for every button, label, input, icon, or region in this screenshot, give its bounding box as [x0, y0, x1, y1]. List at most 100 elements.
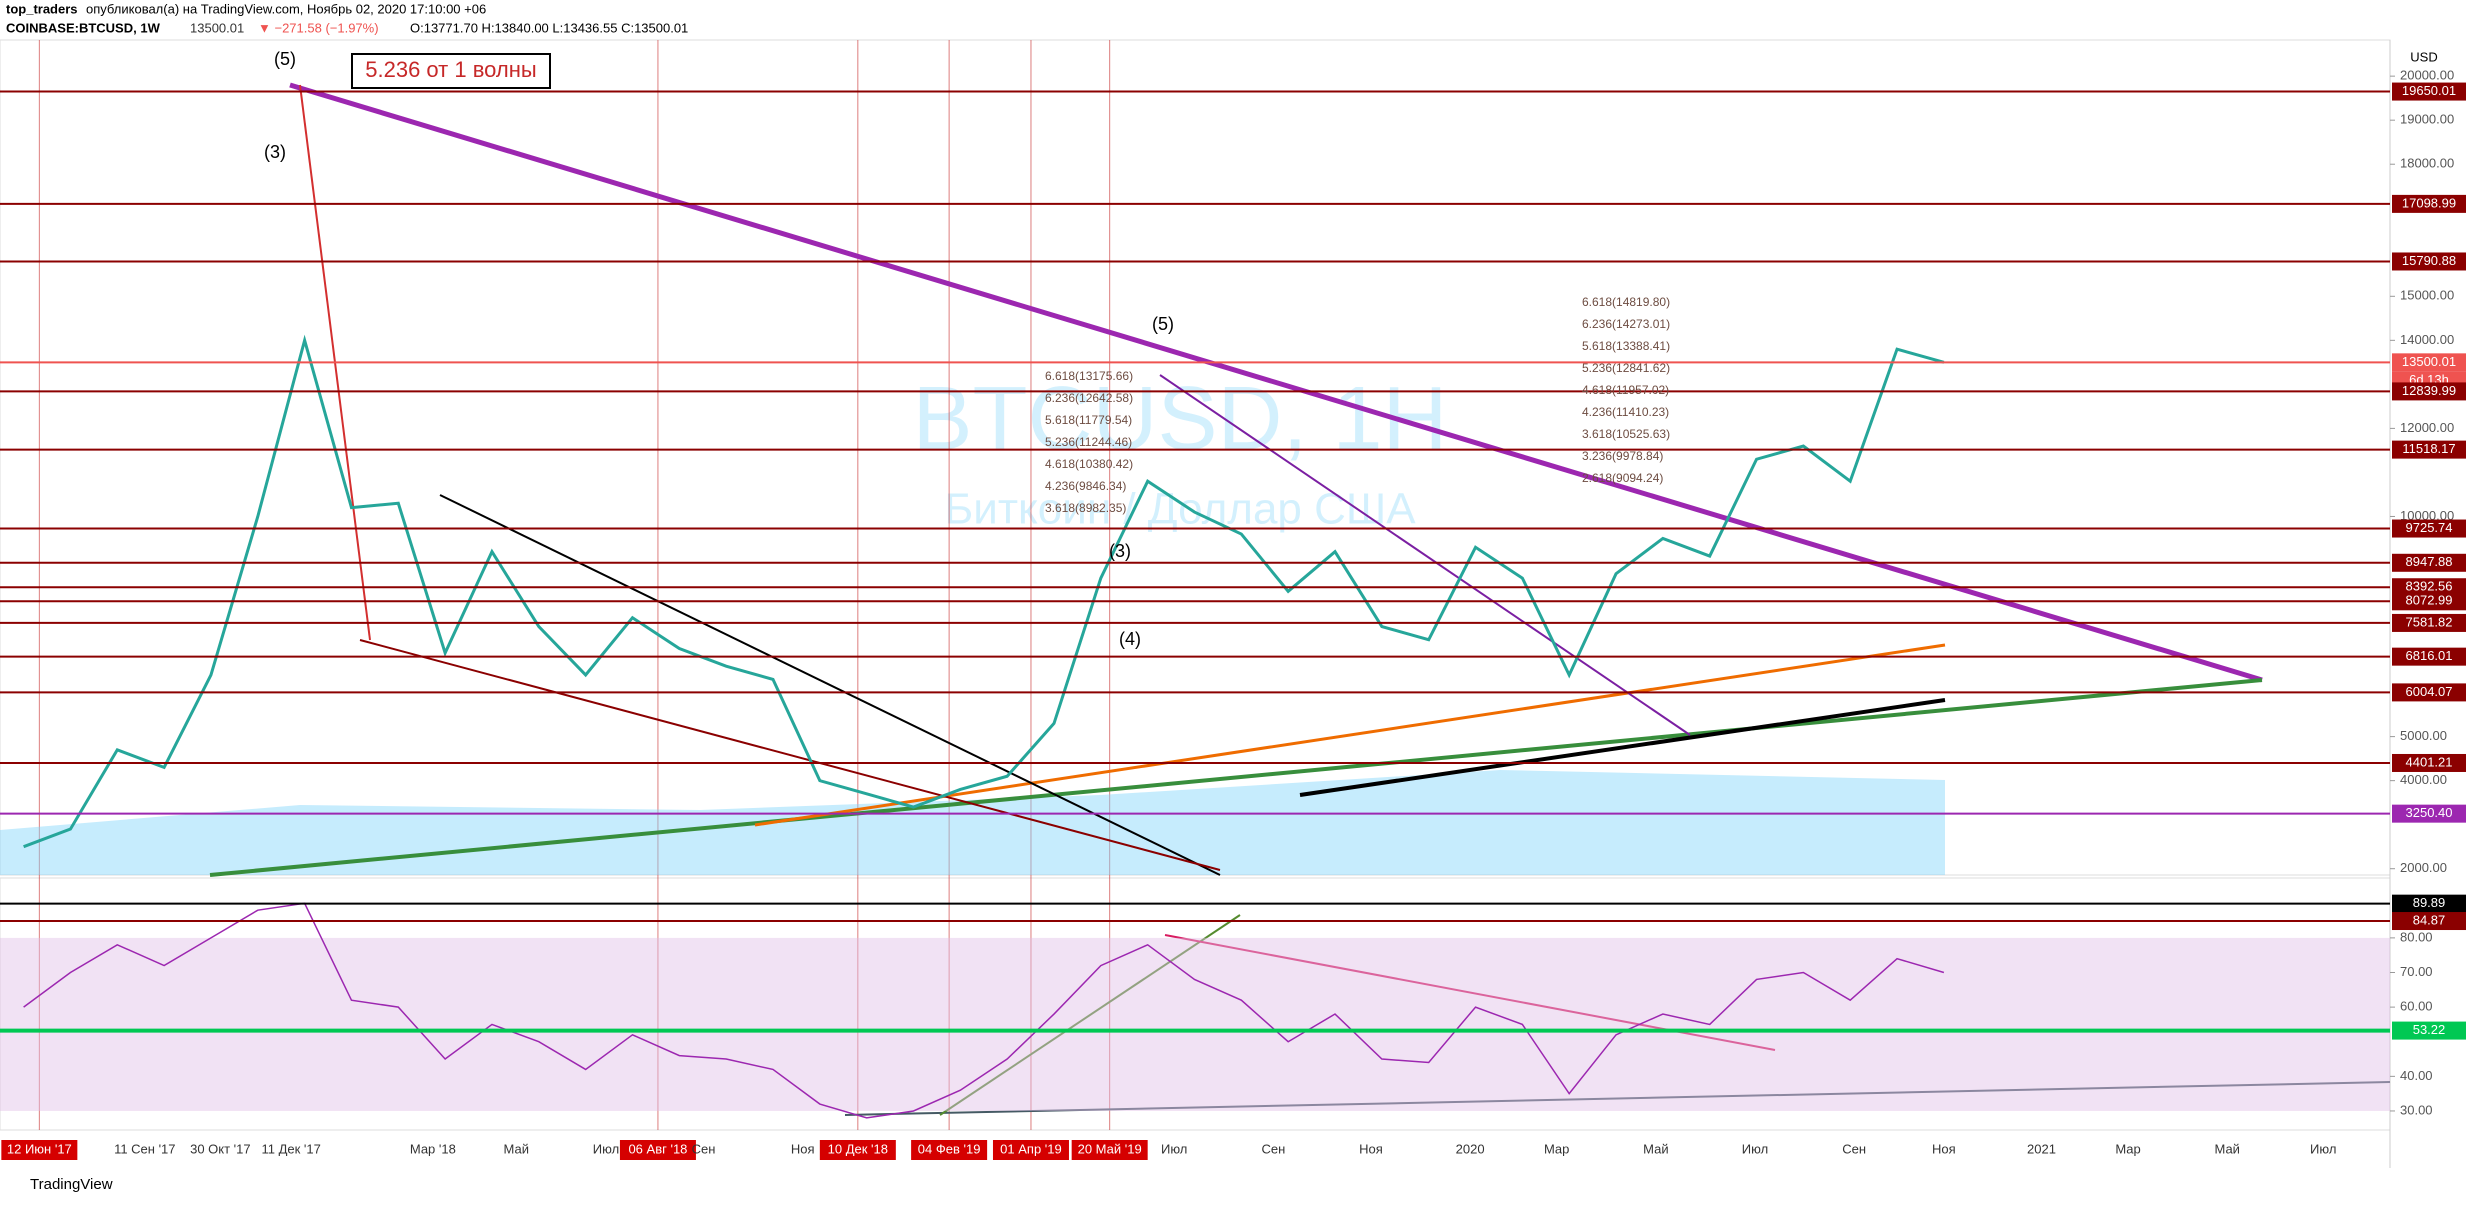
fib-label: 5.618(11779.54) [1045, 413, 1132, 427]
level-label-box [2392, 1021, 2466, 1040]
price-line [23, 334, 1945, 849]
time-label: Июл [2310, 1141, 2336, 1156]
trend-line [289, 82, 2263, 683]
y-tick-label: 4000.00 [2400, 772, 2447, 787]
level-label: 12839.99 [2402, 383, 2456, 398]
wave-label: (4) [1119, 629, 1141, 649]
fib-label: 5.236(11244.46) [1045, 435, 1132, 449]
fib-label: 6.236(14273.01) [1582, 317, 1670, 331]
level-label: 17098.99 [2402, 195, 2456, 210]
fib-label: 6.236(12642.58) [1045, 391, 1133, 405]
fib-label: 6.618(14819.80) [1582, 295, 1670, 309]
y-tick-label: 70.00 [2400, 964, 2433, 979]
wave-label: (3) [1109, 541, 1131, 561]
y-tick-label: 5000.00 [2400, 728, 2447, 743]
time-label-box [1071, 1140, 1148, 1160]
time-label: 11 Дек '17 [261, 1141, 320, 1156]
time-label: Мар '18 [410, 1141, 456, 1156]
level-label-box [2392, 194, 2466, 213]
fib-label: 5.618(13388.41) [1582, 339, 1670, 353]
fib-label: 4.236(9846.34) [1045, 479, 1126, 493]
y-tick-label: 80.00 [2400, 929, 2433, 944]
level-label: 13500.01 [2402, 354, 2456, 369]
level-label-box [2392, 553, 2466, 572]
y-tick-label: 15000.00 [2400, 288, 2454, 303]
level-label: 8392.56 [2406, 579, 2453, 594]
y-tick-label: 60.00 [2400, 999, 2433, 1014]
level-label-box [2392, 804, 2466, 823]
time-label: Июл [593, 1141, 619, 1156]
level-label: 8947.88 [2406, 554, 2453, 569]
published: опубликовал(а) на TradingView.com, Ноябр… [86, 1, 486, 16]
annotation: 5.236 от 1 волны [365, 57, 536, 82]
level-label-box [2392, 894, 2466, 913]
fib-label: 2.618(9094.24) [1582, 471, 1663, 485]
wave-label: (5) [1152, 314, 1174, 334]
footer-bg [0, 1168, 2468, 1203]
y-tick-label: 12000.00 [2400, 420, 2454, 435]
wave-label: (5) [274, 49, 296, 69]
fib-label: 3.618(10525.63) [1582, 427, 1670, 441]
time-label: Июл [1742, 1141, 1768, 1156]
y-tick-label: 19000.00 [2400, 112, 2454, 127]
level-label: 7581.82 [2406, 614, 2453, 629]
level-label: 15790.88 [2402, 253, 2456, 268]
fib-label: 4.236(11410.23) [1582, 405, 1669, 419]
watermark-description: Биткоин / Доллар США [944, 485, 1416, 534]
level-label-box [2392, 382, 2466, 401]
level-label: 6816.01 [2406, 648, 2453, 663]
level-label-box [2392, 353, 2466, 372]
time-label: Сен [692, 1141, 716, 1156]
trend-line [439, 494, 1221, 876]
time-label: Июл [1161, 1141, 1187, 1156]
time-label: 2021 [2027, 1141, 2056, 1156]
trend-line [754, 643, 1946, 827]
time-label-box [1, 1140, 78, 1160]
level-label-box [2392, 519, 2466, 538]
level-label: 9725.74 [2406, 520, 2453, 535]
y-tick-label: 20000.00 [2400, 68, 2454, 83]
time-label: Мар [2115, 1141, 2140, 1156]
fib-label: 4.618(10380.42) [1045, 457, 1133, 471]
level-label: 6004.07 [2406, 684, 2453, 699]
y-tick-label: 30.00 [2400, 1102, 2433, 1117]
wave-label: (3) [264, 142, 286, 162]
level-label-box [2392, 912, 2466, 931]
level-label-box [2392, 440, 2466, 459]
time-label: Сен [1842, 1141, 1866, 1156]
time-label: 04 Фев '19 [918, 1141, 981, 1156]
time-label: 06 Авг '18 [628, 1141, 687, 1156]
time-label: 10 Дек '18 [828, 1141, 888, 1156]
level-label-box [2392, 753, 2466, 772]
rsi-trend-line [939, 914, 1241, 1116]
level-label: 11518.17 [2402, 441, 2455, 456]
time-label: 2020 [1456, 1141, 1485, 1156]
fib-label: 4.618(11957.02) [1582, 383, 1669, 397]
time-label: 20 Май '19 [1078, 1141, 1142, 1156]
trend-line [1299, 698, 1946, 797]
level-label: 4401.21 [2406, 754, 2453, 769]
fib-label: 5.236(12841.62) [1582, 361, 1670, 375]
watermark-symbol: BTCUSD, 1H [912, 369, 1447, 469]
author: top_traders [6, 1, 78, 16]
level-label: 84.87 [2413, 912, 2446, 927]
level-label-box [2392, 252, 2466, 271]
level-label: 8072.99 [2406, 593, 2453, 608]
level-label-box [2392, 578, 2466, 597]
time-label: 12 Июн '17 [7, 1141, 72, 1156]
rsi-trend-line [844, 1081, 2391, 1116]
y-tick-label: 40.00 [2400, 1068, 2433, 1083]
level-label-box [2392, 647, 2466, 666]
y-tick-label: 10000.00 [2400, 508, 2454, 523]
time-label-box [992, 1140, 1069, 1160]
footer-logo: TradingView [30, 1176, 113, 1193]
time-label: Ноя [1359, 1141, 1383, 1156]
time-label: Май [504, 1141, 529, 1156]
fib-label: 3.618(8982.35) [1045, 501, 1126, 515]
last-price: 13500.01 [190, 20, 244, 35]
level-label-box [2392, 592, 2466, 611]
symbol: COINBASE:BTCUSD, 1W [6, 20, 161, 35]
rsi-band [0, 937, 2390, 1111]
